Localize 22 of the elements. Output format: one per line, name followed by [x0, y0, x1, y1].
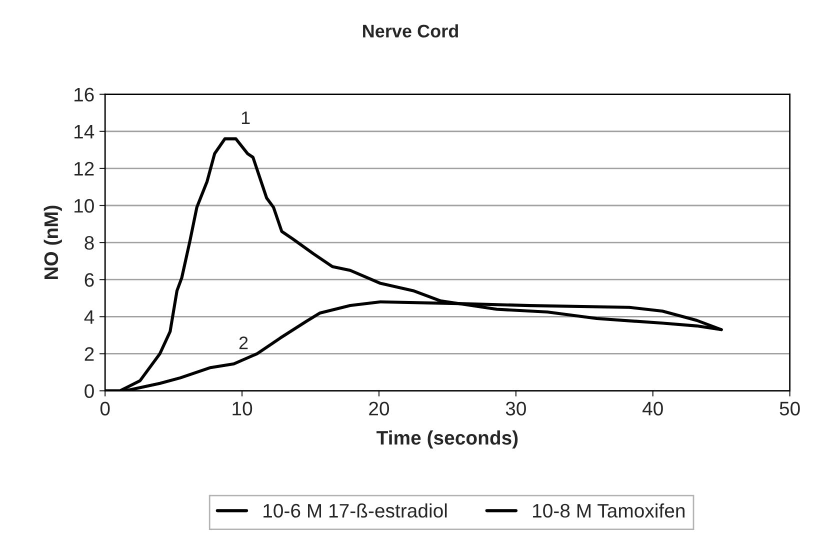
x-axis-title: Time (seconds) — [376, 430, 518, 449]
y-axis-title: NO (nM) — [44, 206, 62, 280]
y-tick-label: 14 — [74, 125, 94, 138]
x-tick-label: 0 — [100, 402, 110, 416]
legend-label: 10-6 M 17-ß-estradiol — [264, 503, 447, 518]
annotation: 2 — [239, 336, 248, 350]
y-tick-label: 10 — [74, 198, 94, 213]
x-tick-label: 40 — [642, 402, 663, 416]
annotation: 1 — [242, 112, 250, 124]
x-tick-label: 20 — [369, 402, 390, 416]
y-tick-label: 8 — [84, 236, 94, 250]
x-tick-label: 50 — [780, 402, 800, 416]
chart-title: Nerve Cord — [363, 24, 458, 38]
x-tick-label: 10 — [232, 402, 252, 416]
x-tick-label: 30 — [506, 402, 526, 416]
y-tick-label: 16 — [74, 88, 94, 102]
y-tick-label: 6 — [84, 273, 94, 287]
y-tick-label: 2 — [84, 347, 94, 361]
y-tick-label: 12 — [74, 162, 94, 176]
y-tick-label: 4 — [84, 310, 94, 324]
legend-label: 10-8 M Tamoxifen — [533, 503, 684, 518]
y-tick-label: 0 — [84, 384, 94, 398]
